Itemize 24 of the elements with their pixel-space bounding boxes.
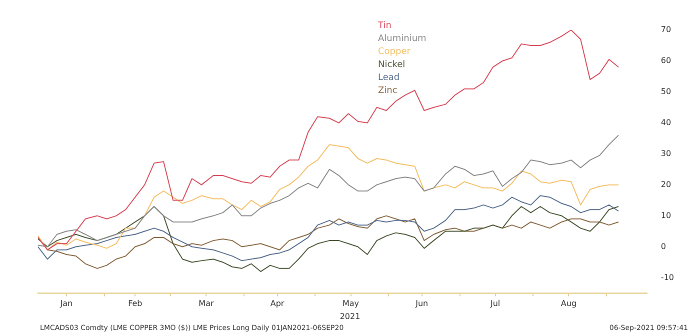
y-tick-label: 0	[660, 242, 666, 251]
y-tick-label: 70	[660, 25, 672, 34]
y-tick-label: 10	[660, 210, 672, 220]
y-tick-label: 30	[660, 148, 672, 158]
x-axis-title: 2021	[338, 312, 362, 321]
x-tick-label: Feb	[128, 299, 142, 308]
x-tick-label: May	[342, 299, 360, 308]
y-tick-label: 20	[660, 180, 672, 189]
x-tick-label: Jul	[489, 299, 500, 308]
text: Tin	[378, 20, 392, 33]
x-tick-label: Jun	[414, 299, 428, 308]
text: Zinc	[378, 85, 398, 98]
text: Aluminium	[378, 33, 426, 46]
x-tick-label: Aug	[560, 299, 577, 308]
text: Lead	[378, 72, 401, 85]
y-tick-label: 60	[660, 56, 672, 66]
text: Copper	[378, 46, 412, 59]
x-tick-label: Mar	[198, 299, 214, 308]
x-tick-label: Apr	[270, 299, 285, 308]
text: Nickel	[378, 59, 406, 72]
x-tick-label: Jan	[59, 299, 73, 308]
y-tick-label: -10	[660, 272, 674, 282]
y-tick-label: 50	[660, 87, 672, 96]
y-tick-label: 40	[660, 118, 672, 127]
